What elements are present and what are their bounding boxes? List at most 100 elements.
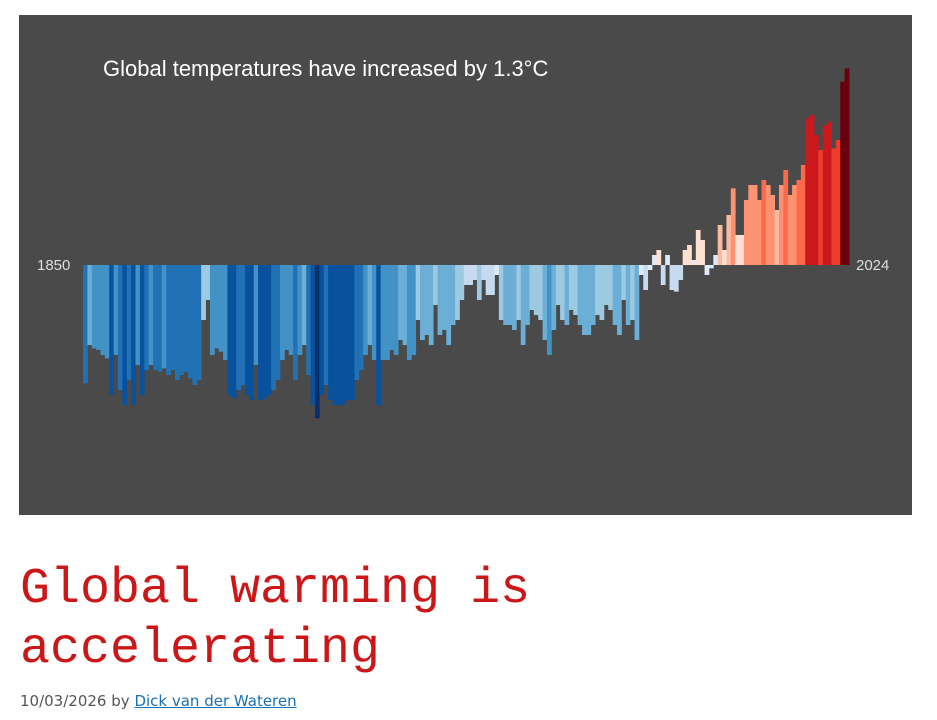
bar [358, 265, 364, 370]
bar [109, 265, 115, 395]
bar [835, 140, 841, 265]
bar [450, 265, 456, 325]
bar [590, 265, 596, 325]
bar [227, 265, 233, 395]
bar [730, 188, 736, 265]
post-title: Global warming is accelerating [20, 561, 531, 678]
bar [389, 265, 395, 350]
bar [393, 265, 399, 355]
bar [284, 265, 290, 350]
bar [564, 265, 570, 325]
bar [288, 265, 294, 355]
bar [437, 265, 443, 335]
bar [223, 265, 228, 360]
post-date: 10/03/2026 [20, 692, 107, 710]
bar [525, 265, 530, 325]
bar [170, 265, 176, 370]
bar [293, 265, 298, 380]
bar [612, 265, 618, 325]
bar [87, 265, 93, 345]
bar [363, 265, 368, 355]
bar [765, 185, 771, 265]
bar [687, 245, 692, 265]
bar [192, 265, 198, 385]
bar [249, 265, 255, 400]
bar [770, 195, 775, 265]
bar [433, 265, 438, 305]
bar [800, 165, 806, 265]
bar [161, 265, 167, 369]
bar [218, 265, 224, 352]
bar [603, 265, 609, 305]
bar [818, 150, 824, 265]
author-link[interactable]: Dick van der Wateren [134, 692, 297, 710]
bar [581, 265, 587, 335]
bar [266, 265, 272, 395]
bar [813, 135, 819, 265]
bar [139, 265, 145, 395]
bar [236, 265, 241, 390]
bar [809, 115, 815, 265]
bar [411, 265, 417, 355]
bar [472, 265, 478, 280]
bar [157, 265, 163, 372]
bar [577, 265, 583, 325]
bar [608, 265, 614, 310]
by-word: by [111, 692, 130, 710]
bar [240, 265, 246, 385]
bar [796, 180, 802, 265]
bar [188, 265, 193, 379]
bar [516, 265, 522, 320]
bar [371, 265, 377, 360]
bar [656, 250, 662, 265]
bar [446, 265, 452, 345]
bar [700, 240, 705, 265]
bar [722, 250, 727, 265]
bar [332, 265, 338, 405]
bar [840, 81, 846, 266]
bar [595, 265, 600, 315]
bar [498, 265, 504, 320]
bar [319, 265, 325, 395]
bar [503, 265, 508, 325]
bar [455, 265, 460, 320]
bar [673, 265, 679, 292]
bar [638, 265, 644, 275]
bar [739, 235, 745, 265]
bar [783, 170, 789, 265]
bar [792, 185, 797, 265]
bar [669, 265, 675, 290]
bar [774, 210, 780, 265]
bar [822, 125, 828, 265]
bar [757, 200, 762, 265]
bar [398, 265, 403, 340]
bar [341, 265, 347, 405]
bar [244, 265, 250, 395]
bar [533, 265, 539, 315]
bar [652, 255, 657, 265]
bar [310, 265, 316, 405]
bar [573, 265, 579, 315]
bar [174, 265, 180, 380]
bar [301, 265, 307, 345]
bar [166, 265, 171, 375]
bar [201, 265, 206, 320]
bar [91, 265, 97, 349]
bar [118, 265, 123, 390]
bar [231, 265, 237, 399]
bar [415, 265, 421, 320]
bar [713, 255, 719, 265]
bar [83, 265, 88, 384]
bar [104, 265, 110, 359]
bar [844, 68, 850, 265]
bar [481, 265, 487, 280]
bar [542, 265, 548, 340]
bar [717, 225, 723, 265]
bar [328, 265, 333, 400]
bar [630, 265, 635, 320]
bar [695, 230, 701, 265]
bar [420, 265, 425, 340]
bar [476, 265, 482, 300]
bar [385, 265, 390, 360]
bar [617, 265, 622, 335]
